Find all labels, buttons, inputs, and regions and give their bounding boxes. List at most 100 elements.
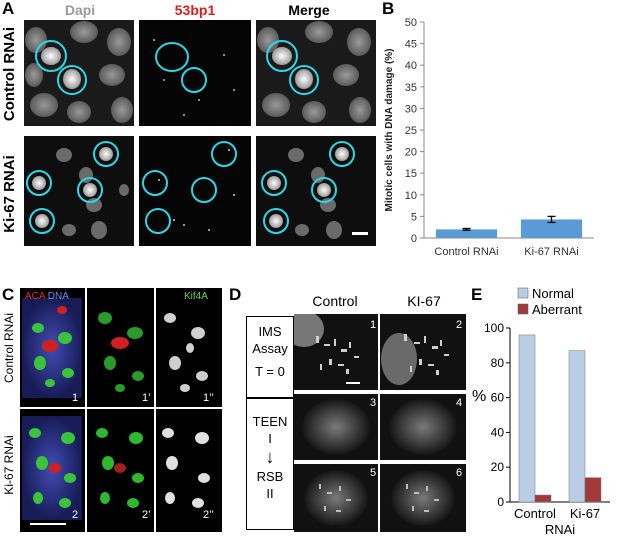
cell-circle <box>155 42 189 72</box>
bar <box>435 229 498 238</box>
bar <box>520 219 583 238</box>
cell-circle <box>142 170 168 196</box>
panel-d-num-4: 4 <box>456 397 463 409</box>
cell-circle <box>263 208 289 234</box>
y-tick-label: 60 <box>491 391 505 405</box>
col-title-control-d: Control <box>312 293 358 309</box>
x-group-label: RNAi <box>545 522 575 536</box>
legend-label: Normal <box>532 286 574 301</box>
legend-swatch <box>517 287 529 299</box>
bar <box>568 350 586 503</box>
chart-b: 0 5 10 15 20 25 30 35 40 45 50 Control RNAi Ki-67 RN… <box>384 17 594 258</box>
scale-bar <box>346 382 360 384</box>
arrow-down-icon: ↓ <box>265 447 275 467</box>
nuclei-control-dapi <box>25 21 133 123</box>
y-tick-label: 20 <box>491 460 505 474</box>
nuclei-control-merge <box>257 21 371 123</box>
x-tick-label: Ki-67 RNAi <box>524 246 578 258</box>
mitotic-cell <box>63 69 81 89</box>
cell-circle <box>261 170 287 196</box>
cell-circle <box>311 177 337 203</box>
panel-a-micrographs <box>24 20 376 246</box>
panel-c-num-1p: 1’ <box>142 392 151 404</box>
tile-merge-ki67 <box>256 136 376 246</box>
bar <box>584 477 602 503</box>
y-tick-label: 80 <box>491 356 505 370</box>
panel-d-num-2: 2 <box>456 319 463 331</box>
row-label-ki67-rnai-c: Ki-67 RNAi <box>2 435 16 495</box>
y-tick-label: 100 <box>484 321 504 335</box>
box2-line4: II <box>266 486 274 501</box>
y-tick-label: 40 <box>405 60 417 72</box>
bar <box>518 334 536 503</box>
box2-line1: TEEN <box>252 414 288 429</box>
panel-letter-a: A <box>2 0 15 18</box>
col-title-53bp1: 53bp1 <box>174 2 216 18</box>
panel-c-num-2pp: 2’’ <box>203 509 214 521</box>
panel-d-num-3: 3 <box>370 397 377 409</box>
y-tick-label: 30 <box>405 103 417 115</box>
label-dna: DNA <box>47 291 69 302</box>
y-tick-label: 15 <box>405 168 417 180</box>
panel-c-num-1: 1 <box>72 392 79 404</box>
panel-d-num-6: 6 <box>456 467 463 479</box>
panel-letter-b: B <box>382 0 395 18</box>
tile-53bp1-control <box>139 20 251 126</box>
panel-letter-d: D <box>229 285 242 304</box>
cell-circle <box>26 170 52 196</box>
panel-c-micrographs <box>20 288 222 532</box>
y-tick-label: 25 <box>405 125 417 137</box>
y-tick-label: 5 <box>411 211 417 223</box>
col-title-ki67-d: KI-67 <box>407 293 441 309</box>
protocol-box-2: TEEN I ↓ RSB II <box>246 398 294 530</box>
label-aca: ACA <box>25 291 46 302</box>
y-tick-label: 10 <box>405 190 417 202</box>
foci-control <box>153 39 235 116</box>
cell-circle <box>77 177 103 203</box>
legend-label: Aberrant <box>532 302 582 317</box>
col-title-merge: Merge <box>288 2 330 18</box>
y-tick-label: 50 <box>405 17 417 29</box>
box2-line3: RSB <box>256 469 284 484</box>
panel-d-num-5: 5 <box>370 467 377 479</box>
tile-53bp1-ki67 <box>139 136 251 246</box>
cell-circle <box>191 177 217 203</box>
box1-line2: Assay <box>252 341 288 356</box>
y-tick-label: 35 <box>405 82 417 94</box>
cell-circle <box>29 208 55 234</box>
panel-c-num-2: 2 <box>72 509 79 521</box>
legend-swatch <box>517 303 529 315</box>
row-label-control-rnai-c: Control RNAi <box>2 312 16 384</box>
cell-circle <box>57 65 87 95</box>
x-tick-label: Ki-67 <box>570 506 600 521</box>
cell-circle <box>145 208 171 234</box>
x-tick-label: Control RNAi <box>434 246 498 258</box>
cell-circle <box>289 65 319 95</box>
box2-line2: I <box>268 431 272 446</box>
col-title-dapi: Dapi <box>64 2 96 18</box>
y-tick-label: 40 <box>491 425 505 439</box>
y-tick-label: 45 <box>405 39 417 51</box>
y-tick-label: 20 <box>405 147 417 159</box>
protocol-box-1: IMS Assay T = 0 <box>246 316 294 398</box>
cell-circle <box>329 141 355 167</box>
panel-c-num-1pp: 1’’ <box>203 392 214 404</box>
y-axis-label: % <box>472 388 486 405</box>
row-label-ki67-rnai-a: Ki-67 RNAi <box>1 155 18 233</box>
panel-letter-c: C <box>2 285 15 304</box>
box1-line3: T = 0 <box>255 364 285 379</box>
scale-bar <box>352 232 368 235</box>
panel-d-num-1: 1 <box>370 319 377 331</box>
label-kif4a: Kif4A <box>184 291 208 302</box>
row-label-control-rnai-a: Control RNAi <box>1 26 18 122</box>
mitotic-cell <box>41 47 61 65</box>
cell-circle <box>181 67 207 93</box>
y-tick-label: 0 <box>411 233 417 245</box>
y-axis-label: Mitotic cells with DNA damage (%) <box>384 49 395 212</box>
cell-circle <box>93 141 119 167</box>
panel-c-num-2p: 2’ <box>142 509 151 521</box>
bar <box>534 494 552 503</box>
box1-line1: IMS <box>258 324 282 339</box>
x-tick-label: Control <box>514 506 556 521</box>
